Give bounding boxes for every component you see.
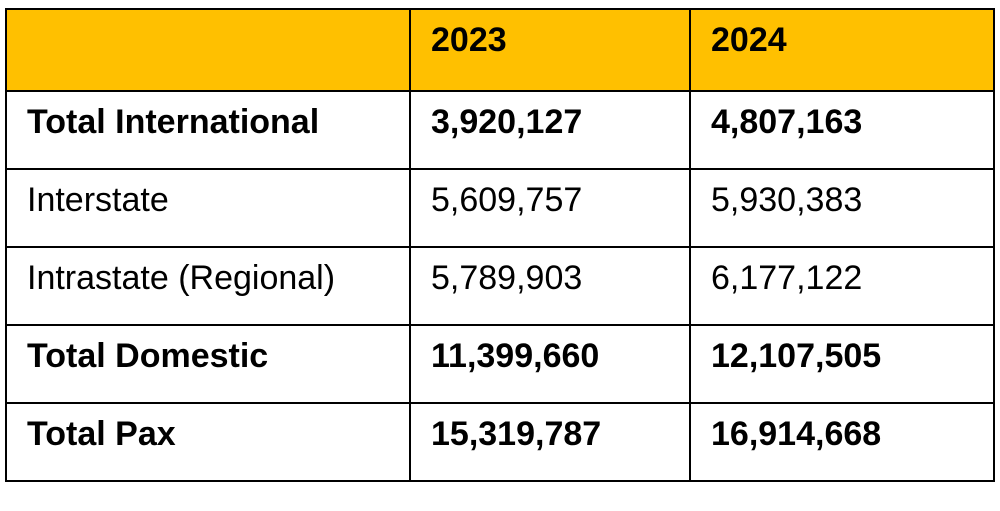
value-cell-2023: 3,920,127 (409, 90, 691, 170)
value-cell-2023: 5,609,757 (409, 168, 691, 248)
value-2023: 5,789,903 (431, 259, 583, 297)
value-2023: 11,399,660 (431, 337, 600, 375)
header-2024-text: 2024 (711, 21, 787, 59)
value-cell-2024: 16,914,668 (689, 402, 995, 482)
passenger-statistics-table: 2023 2024 Total International 3,920,127 … (5, 8, 995, 482)
header-cell-2024: 2024 (689, 8, 995, 92)
row-label-cell: Total International (5, 90, 411, 170)
value-2023: 5,609,757 (431, 181, 583, 219)
row-label-cell: Interstate (5, 168, 411, 248)
table-row-total-domestic: Total Domestic 11,399,660 12,107,505 (5, 324, 995, 404)
value-2024: 4,807,163 (711, 103, 863, 141)
value-cell-2024: 12,107,505 (689, 324, 995, 404)
value-2023: 15,319,787 (431, 415, 602, 453)
table-row-total-international: Total International 3,920,127 4,807,163 (5, 90, 995, 170)
value-2024: 16,914,668 (711, 415, 882, 453)
value-cell-2023: 15,319,787 (409, 402, 691, 482)
value-cell-2024: 5,930,383 (689, 168, 995, 248)
row-label-cell: Total Domestic (5, 324, 411, 404)
table-row-total-pax: Total Pax 15,319,787 16,914,668 (5, 402, 995, 482)
row-label-cell: Total Pax (5, 402, 411, 482)
table-row-interstate: Interstate 5,609,757 5,930,383 (5, 168, 995, 248)
row-label: Total Domestic (27, 337, 269, 375)
row-label: Interstate (27, 181, 169, 219)
header-cell-2023: 2023 (409, 8, 691, 92)
table-row-intrastate-regional: Intrastate (Regional) 5,789,903 6,177,12… (5, 246, 995, 326)
header-2023-text: 2023 (431, 21, 507, 59)
row-label-cell: Intrastate (Regional) (5, 246, 411, 326)
value-cell-2023: 5,789,903 (409, 246, 691, 326)
value-cell-2023: 11,399,660 (409, 324, 691, 404)
header-cell-label (5, 8, 411, 92)
value-cell-2024: 6,177,122 (689, 246, 995, 326)
value-2023: 3,920,127 (431, 103, 583, 141)
table-header-row: 2023 2024 (5, 8, 995, 92)
passenger-table-container: 2023 2024 Total International 3,920,127 … (5, 8, 995, 482)
row-label: Intrastate (Regional) (27, 259, 336, 297)
row-label: Total Pax (27, 415, 176, 453)
value-cell-2024: 4,807,163 (689, 90, 995, 170)
value-2024: 12,107,505 (711, 337, 882, 375)
value-2024: 6,177,122 (711, 259, 863, 297)
row-label: Total International (27, 103, 320, 141)
header-label-text (27, 10, 409, 22)
value-2024: 5,930,383 (711, 181, 863, 219)
